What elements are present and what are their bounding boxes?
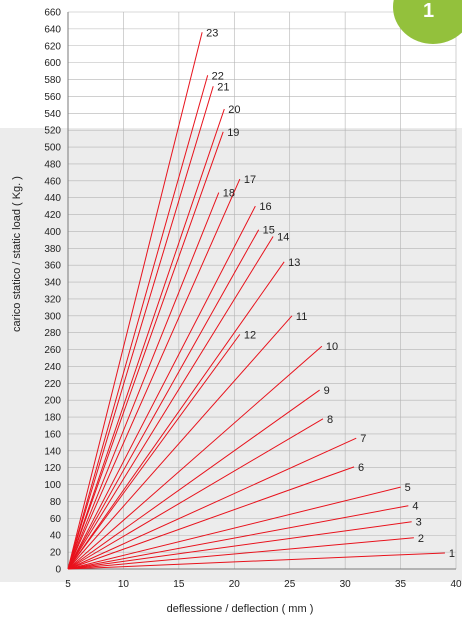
y-tick-label: 220 [44,379,61,390]
series-label-13: 13 [288,257,300,269]
y-tick-label: 660 [44,8,61,19]
series-label-21: 21 [217,81,229,93]
x-tick-label: 10 [118,579,130,590]
y-tick-label: 560 [44,92,61,103]
series-label-23: 23 [206,27,218,39]
series-line-13 [67,261,285,570]
series-line-9 [67,389,320,570]
y-tick-label: 260 [44,345,61,356]
series-line-19 [67,131,224,570]
series-line-3 [67,521,412,570]
series-label-18: 18 [223,188,235,200]
series-label-10: 10 [326,341,338,353]
y-tick-label: 40 [50,531,62,542]
y-tick-label: 340 [44,278,61,289]
series-line-18 [67,192,220,570]
series-label-1: 1 [449,548,455,560]
series-label-20: 20 [228,104,240,116]
y-tick-label: 520 [44,126,61,137]
y-tick-label: 420 [44,210,61,221]
y-tick-label: 500 [44,143,61,154]
x-tick-label: 40 [450,579,462,590]
y-tick-label: 20 [50,548,62,559]
series-line-12 [67,334,241,570]
y-tick-label: 120 [44,463,61,474]
series-line-11 [67,315,293,570]
y-tick-label: 580 [44,75,61,86]
series-label-4: 4 [412,501,418,513]
series-line-8 [67,418,324,570]
series-label-11: 11 [296,311,307,323]
y-tick-label: 280 [44,328,61,339]
series-label-15: 15 [263,225,275,237]
series-line-2 [67,537,414,570]
y-tick-label: 60 [50,514,62,525]
y-tick-label: 540 [44,109,61,120]
x-axis-title: deflessione / deflection ( mm ) [167,603,314,615]
y-tick-label: 600 [44,58,61,69]
series-label-7: 7 [360,433,366,445]
series-lines [67,32,445,570]
series-label-12: 12 [244,329,256,341]
y-tick-label: 400 [44,227,61,238]
series-line-15 [67,229,260,570]
y-tick-label: 180 [44,413,61,424]
x-axis-ticks: 5 10 15 20 25 30 35 40 [65,579,462,590]
series-label-9: 9 [324,385,330,397]
background-band [0,128,462,582]
series-label-19: 19 [227,127,239,139]
series-line-23 [67,32,203,570]
y-tick-label: 100 [44,480,61,491]
y-tick-label: 240 [44,362,61,373]
y-tick-label: 440 [44,193,61,204]
y-tick-label: 360 [44,261,61,272]
y-tick-label: 320 [44,294,61,305]
series-label-17: 17 [244,174,256,186]
x-tick-label: 15 [173,579,185,590]
series-line-7 [67,437,357,570]
series-line-21 [67,86,214,570]
y-axis-ticks: 0 20 40 60 80 100 120 140 160 180 200 220 240 260 280 3… [44,8,61,576]
series-line-5 [67,486,401,570]
y-tick-label: 200 [44,396,61,407]
x-tick-label: 35 [395,579,407,590]
series-label-6: 6 [358,462,364,474]
series-line-22 [67,75,209,570]
series-label-8: 8 [327,414,333,426]
series-line-14 [67,236,274,570]
series-label-5: 5 [405,482,411,494]
x-tick-label: 5 [65,579,71,590]
x-tick-label: 20 [229,579,241,590]
y-tick-label: 160 [44,429,61,440]
y-tick-label: 300 [44,311,61,322]
y-tick-label: 140 [44,446,61,457]
series-label-3: 3 [416,517,422,529]
x-tick-label: 30 [340,579,352,590]
y-tick-label: 460 [44,176,61,187]
series-line-20 [67,108,225,570]
y-tick-label: 480 [44,159,61,170]
series-line-17 [67,178,241,570]
series-line-1 [67,552,445,570]
y-tick-label: 640 [44,24,61,35]
y-tick-label: 0 [55,565,61,576]
series-line-16 [67,205,256,570]
y-tick-label: 80 [50,497,62,508]
series-label-16: 16 [259,201,271,213]
series-line-4 [67,505,409,570]
y-tick-label: 380 [44,244,61,255]
y-axis-title: carico statico / static load ( Kg. ) [11,176,23,332]
series-label-14: 14 [277,231,289,243]
x-tick-label: 25 [284,579,296,590]
page-number: 1 [423,0,435,22]
series-line-6 [67,466,355,570]
series-line-10 [67,345,323,570]
series-label-2: 2 [418,533,424,545]
series-label-22: 22 [212,70,224,82]
y-tick-label: 620 [44,41,61,52]
grid [67,11,457,570]
